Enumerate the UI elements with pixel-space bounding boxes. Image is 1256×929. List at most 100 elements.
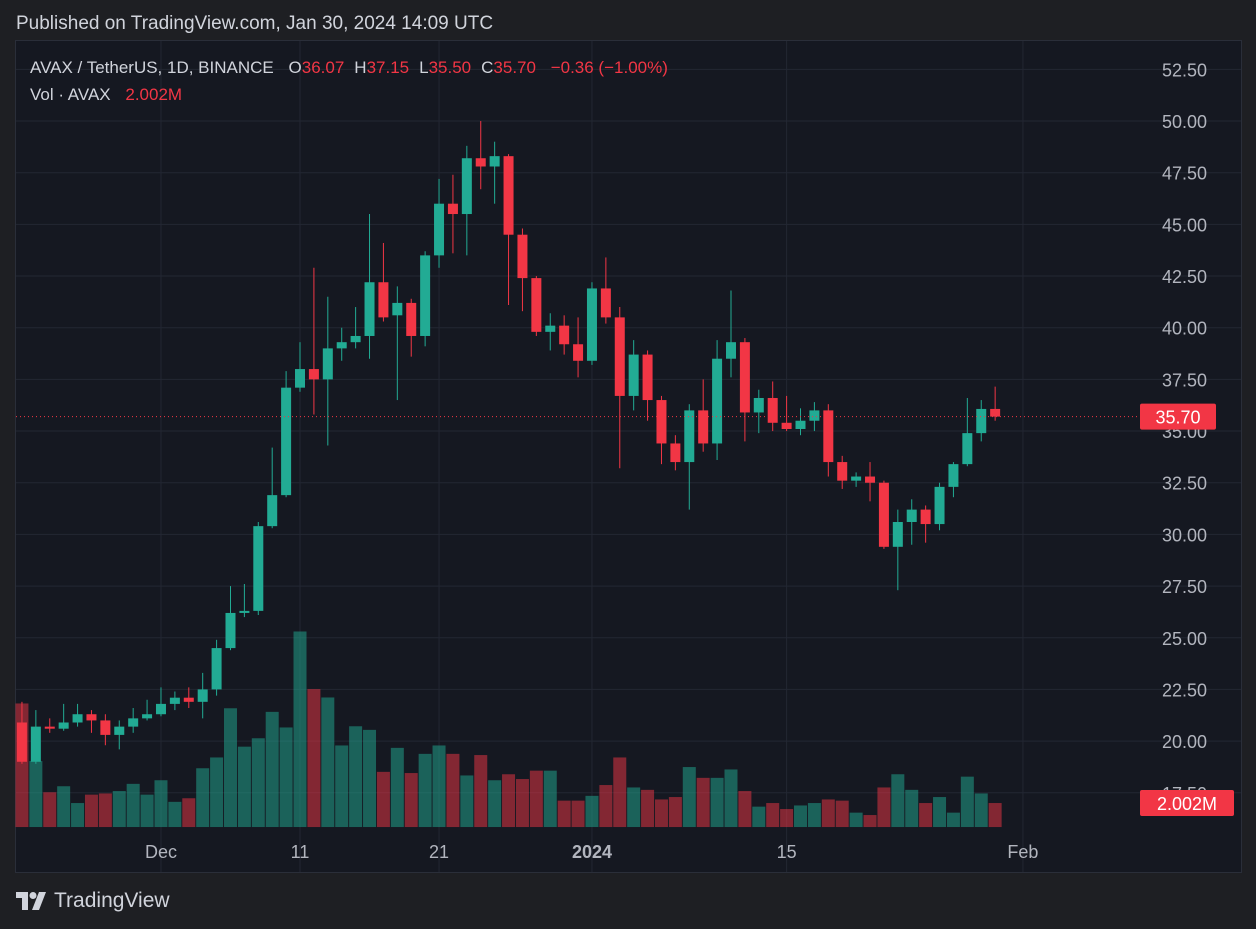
y-tick-label: 27.50 bbox=[1162, 577, 1207, 597]
volume-bar bbox=[307, 689, 321, 828]
volume-bar bbox=[988, 803, 1002, 828]
volume-bar bbox=[877, 787, 891, 828]
candle-body bbox=[920, 509, 931, 525]
volume-bar bbox=[265, 711, 279, 828]
volume-bar bbox=[84, 794, 98, 828]
candle-body bbox=[698, 410, 709, 444]
candle-body bbox=[322, 348, 333, 380]
ohlc-key: O bbox=[288, 58, 302, 77]
volume-bar bbox=[432, 745, 446, 828]
ohlc-value: 35.70 bbox=[493, 58, 536, 77]
chart-panel bbox=[15, 40, 1242, 873]
volume-bar bbox=[946, 812, 960, 828]
volume-bar bbox=[140, 794, 154, 828]
grid bbox=[16, 41, 1241, 872]
candle-body bbox=[628, 354, 639, 396]
volume-bar bbox=[196, 768, 210, 828]
candle-body bbox=[809, 410, 820, 421]
candle-body bbox=[447, 203, 458, 215]
volume-bar bbox=[613, 757, 627, 828]
candle-body bbox=[990, 408, 1001, 417]
brand-name: TradingView bbox=[54, 889, 170, 912]
ohlc-key: H bbox=[354, 58, 367, 77]
volume-bar bbox=[891, 774, 905, 828]
candle-body bbox=[906, 509, 917, 523]
candle-body bbox=[155, 703, 166, 715]
candle-body bbox=[86, 714, 97, 721]
candle-body bbox=[364, 282, 375, 336]
price-tag bbox=[1140, 403, 1216, 430]
volume-bar bbox=[376, 771, 390, 828]
volume-bar bbox=[849, 812, 863, 828]
ohlc-key: L bbox=[419, 58, 429, 77]
candle-body bbox=[559, 325, 570, 345]
candle-body bbox=[573, 344, 584, 361]
volume-bar bbox=[835, 800, 849, 828]
candle-body bbox=[684, 410, 695, 463]
volume-value: 2.002M bbox=[125, 85, 183, 104]
candle-body bbox=[531, 278, 542, 332]
candle-body bbox=[878, 482, 889, 547]
candle-body bbox=[30, 726, 41, 762]
candle-body bbox=[712, 358, 723, 444]
volume-bar bbox=[404, 773, 418, 828]
volume-bar bbox=[321, 697, 335, 828]
volume-bar bbox=[237, 746, 251, 828]
legend-volume: Vol · AVAX 2.002M bbox=[30, 85, 182, 105]
volume-bar bbox=[251, 738, 265, 828]
x-tick-label: 21 bbox=[429, 842, 449, 862]
volume-bar bbox=[696, 777, 710, 828]
volume-bar bbox=[654, 799, 668, 828]
candle-body bbox=[281, 387, 292, 496]
candle-body bbox=[128, 718, 139, 727]
candle-body bbox=[350, 335, 361, 343]
volume-bar bbox=[821, 799, 835, 828]
volume-bar bbox=[627, 787, 641, 828]
volume-bar bbox=[210, 757, 224, 828]
volume-bar bbox=[738, 791, 752, 828]
volume-bar bbox=[585, 795, 599, 828]
symbol-title: AVAX / TetherUS, 1D, BINANCE bbox=[30, 58, 274, 77]
y-tick-label: 20.00 bbox=[1162, 732, 1207, 752]
candle-body bbox=[865, 476, 876, 483]
ohlc-value: 37.15 bbox=[366, 58, 410, 77]
candle-body bbox=[72, 714, 83, 723]
candle-body bbox=[295, 369, 306, 388]
volume-bar bbox=[641, 789, 655, 828]
volume-bar bbox=[418, 753, 432, 828]
volume-bar bbox=[710, 777, 724, 828]
y-tick-label: 32.50 bbox=[1162, 474, 1207, 494]
volume-bar bbox=[682, 767, 696, 828]
candle-body bbox=[976, 408, 987, 434]
volume-bar bbox=[766, 803, 780, 828]
volume-tag bbox=[1140, 790, 1234, 817]
volume-bar bbox=[126, 783, 140, 828]
candle-body bbox=[114, 726, 125, 735]
volume-bar bbox=[502, 774, 516, 828]
ohlc-value: 36.07 bbox=[301, 58, 345, 77]
candle-body bbox=[420, 255, 431, 336]
volume-bar bbox=[794, 805, 808, 828]
volume-bar bbox=[363, 729, 377, 828]
volume-bar bbox=[279, 727, 293, 828]
volume-bar bbox=[863, 815, 877, 828]
volume-bar bbox=[154, 780, 168, 828]
price-tags: 35.70 2.002M bbox=[16, 403, 1234, 817]
candle-body bbox=[767, 397, 778, 423]
y-tick-label: 30.00 bbox=[1162, 525, 1207, 545]
x-tick-label: 15 bbox=[777, 842, 797, 862]
brand: TradingView bbox=[16, 889, 170, 913]
candle-body bbox=[851, 476, 862, 481]
volume-bar bbox=[919, 803, 933, 828]
volume-bar bbox=[168, 801, 182, 828]
candle-body bbox=[753, 397, 764, 413]
candle-body bbox=[489, 156, 500, 167]
volume-bar bbox=[474, 755, 488, 828]
y-tick-label: 47.50 bbox=[1162, 164, 1207, 184]
volume-bar bbox=[960, 776, 974, 828]
candle-body bbox=[892, 522, 903, 547]
volume-bar bbox=[752, 806, 766, 828]
volume-bar bbox=[112, 791, 126, 828]
volume-bar bbox=[668, 797, 682, 828]
